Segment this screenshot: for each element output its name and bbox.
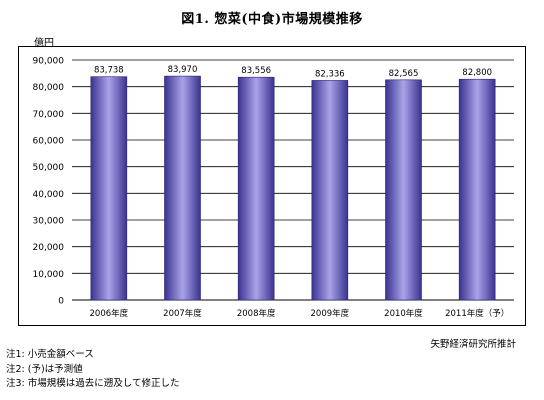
x-tick-label: 2006年度 xyxy=(90,308,129,319)
x-tick-labels: 2006年度 2007年度 2008年度 2009年度 2010年度 2011年度（予） xyxy=(90,308,510,319)
chart-title: 図1. 惣菜(中食)市場規模推移 xyxy=(181,12,363,27)
y-tick-labels: 0 10,000 20,000 30,000 40,000 50,000 60,000 70,… xyxy=(33,57,65,307)
data-label: 83,970 xyxy=(168,65,198,75)
footnote-1: 注1: 小売金額ベース xyxy=(6,349,94,360)
y-tick-label: 0 xyxy=(58,297,64,307)
bars xyxy=(90,75,496,301)
footnote-3: 注3: 市場規模は過去に遡及して修正した xyxy=(6,378,180,389)
bar xyxy=(458,78,496,301)
x-tick-label: 2008年度 xyxy=(237,308,276,319)
data-labels: 83,738 83,970 83,556 82,336 82,565 82,800 xyxy=(94,65,492,79)
bar xyxy=(311,80,349,301)
footnotes: 注1: 小売金額ベース 注2: (予)は予測値 注3: 市場規模は過去に遡及して… xyxy=(6,348,179,392)
y-tick-label: 40,000 xyxy=(33,190,65,200)
x-tick-label: 2010年度 xyxy=(384,308,423,319)
y-tick-label: 80,000 xyxy=(33,83,65,93)
data-label: 83,738 xyxy=(94,66,124,76)
y-tick-label: 90,000 xyxy=(33,57,65,67)
data-label: 82,565 xyxy=(389,69,419,79)
y-axis-unit-label: 億円 xyxy=(34,38,54,49)
data-label: 82,800 xyxy=(462,68,492,78)
y-tick-label: 10,000 xyxy=(33,270,65,280)
x-tick-label: 2011年度（予） xyxy=(445,308,509,319)
y-tick-label: 30,000 xyxy=(33,217,65,227)
chart-frame xyxy=(18,46,526,326)
gridlines xyxy=(72,59,514,301)
y-tick-label: 50,000 xyxy=(33,163,65,173)
y-tick-label: 20,000 xyxy=(33,243,65,253)
x-tick-label: 2009年度 xyxy=(311,308,350,319)
bar-chart: 83,738 83,970 83,556 82,336 82,565 82,800 0 10… xyxy=(33,57,514,319)
footnote-2: 注2: (予)は予測値 xyxy=(6,363,83,375)
bar xyxy=(164,75,201,301)
bar xyxy=(237,76,275,301)
y-tick-label: 60,000 xyxy=(33,137,65,147)
bar xyxy=(90,76,128,301)
data-label: 82,336 xyxy=(315,69,345,79)
bar xyxy=(385,79,422,301)
y-tick-label: 70,000 xyxy=(33,110,65,120)
source-credit: 矢野経済研究所推計 xyxy=(430,339,516,350)
data-label: 83,556 xyxy=(241,66,271,76)
x-tick-label: 2007年度 xyxy=(163,308,202,319)
